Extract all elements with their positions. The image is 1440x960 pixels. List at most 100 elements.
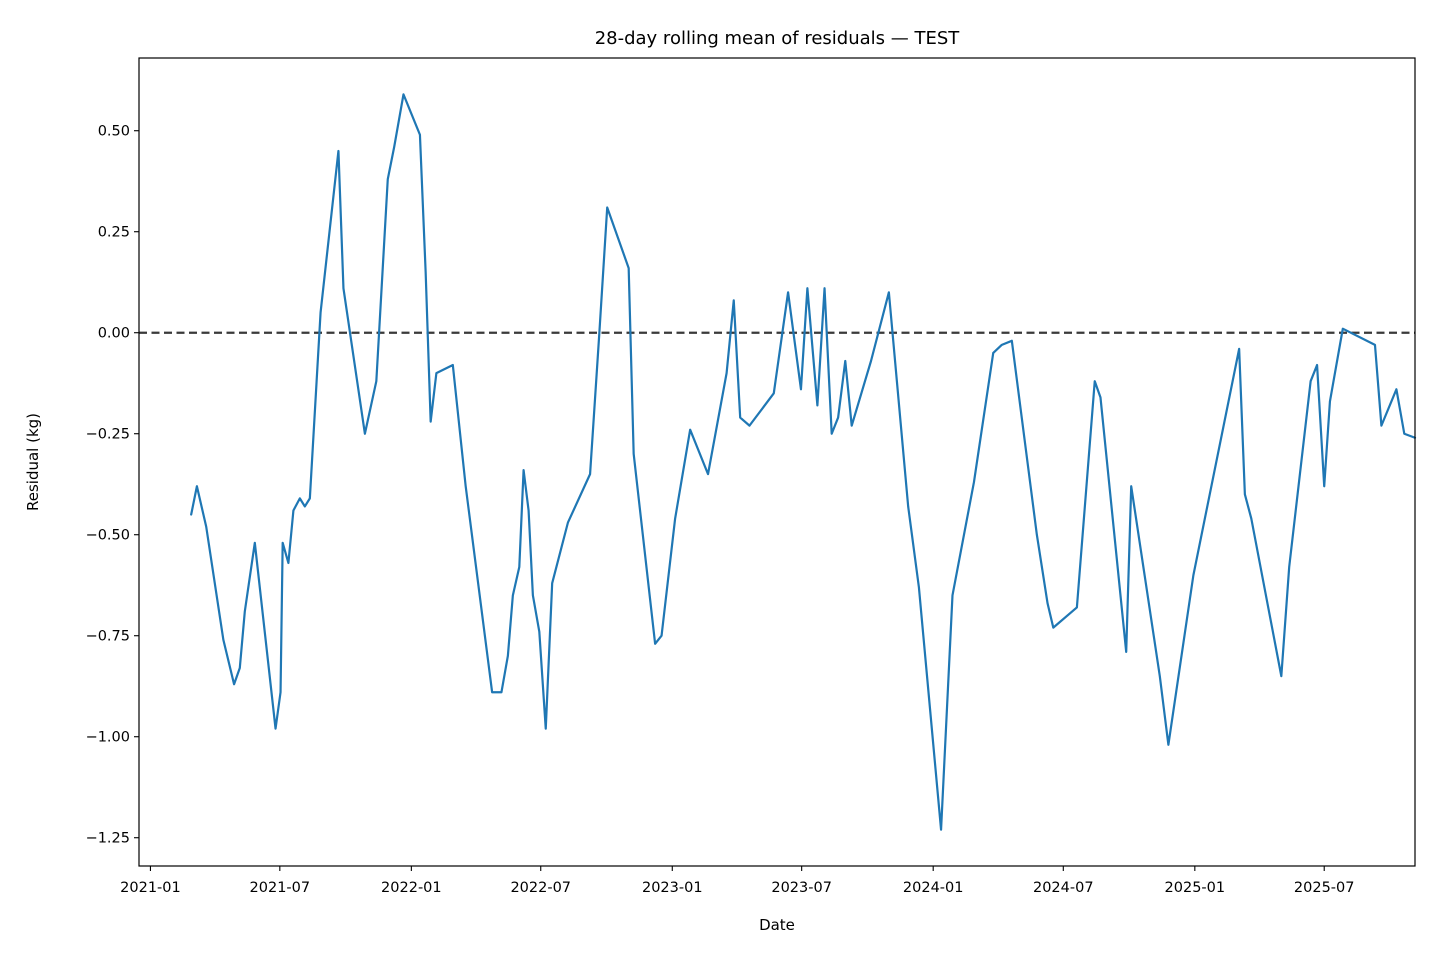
- data-point: [1094, 380, 1096, 382]
- data-point: [491, 691, 493, 693]
- data-point: [1159, 675, 1161, 677]
- x-tick-label: 2024-01: [903, 880, 964, 896]
- y-axis-title: Residual (kg): [24, 413, 42, 511]
- data-point: [338, 150, 340, 152]
- data-point: [831, 433, 833, 435]
- data-point: [628, 267, 630, 269]
- data-point: [1310, 380, 1312, 382]
- data-point: [387, 178, 389, 180]
- data-point: [403, 93, 405, 95]
- data-point: [364, 433, 366, 435]
- data-point: [1342, 328, 1344, 330]
- data-point: [452, 364, 454, 366]
- data-point: [419, 134, 421, 136]
- data-point: [254, 542, 256, 544]
- data-point: [733, 300, 735, 302]
- data-point: [888, 291, 890, 293]
- data-point: [233, 683, 235, 685]
- data-point: [787, 291, 789, 293]
- data-point: [304, 506, 306, 508]
- data-point: [425, 271, 427, 273]
- data-point: [393, 146, 395, 148]
- data-point: [824, 287, 826, 289]
- data-point: [707, 473, 709, 475]
- data-point: [907, 506, 909, 508]
- data-point: [282, 542, 284, 544]
- data-point: [1323, 485, 1325, 487]
- data-point: [918, 586, 920, 588]
- y-axis: −1.25 −1.00 −0.75 −0.50 −0.25 0.00 0.25 0.50: [86, 124, 139, 847]
- data-point: [1329, 401, 1331, 403]
- chart-title: 28-day rolling mean of residuals — TEST: [595, 28, 961, 49]
- data-point: [343, 287, 345, 289]
- data-point: [244, 611, 246, 613]
- data-point: [239, 667, 241, 669]
- data-point: [1036, 534, 1038, 536]
- data-point: [375, 380, 377, 382]
- plot-area: [139, 93, 1417, 831]
- data-point: [275, 728, 277, 730]
- series-line-0: [190, 93, 1417, 831]
- data-point: [309, 497, 311, 499]
- y-tick-label: −0.25: [86, 427, 130, 443]
- data-point: [1244, 493, 1246, 495]
- data-point: [567, 522, 569, 524]
- data-point: [205, 526, 207, 528]
- data-point: [538, 631, 540, 633]
- x-axis: 2021-01 2021-07 2022-01 2022-07 2023-01 2023-…: [120, 866, 1355, 896]
- data-point: [589, 473, 591, 475]
- data-point: [532, 594, 534, 596]
- x-tick-label: 2022-01: [381, 880, 442, 896]
- y-tick-label: 0.25: [98, 225, 130, 241]
- x-axis-title: Date: [759, 916, 795, 934]
- data-point: [773, 392, 775, 394]
- data-point: [507, 655, 509, 657]
- data-point: [940, 829, 942, 831]
- data-point: [299, 497, 301, 499]
- data-point: [1316, 364, 1318, 366]
- data-point: [518, 566, 520, 568]
- data-point: [1250, 518, 1252, 520]
- data-point: [870, 360, 872, 362]
- data-point: [1100, 396, 1102, 398]
- data-point: [749, 425, 751, 427]
- data-point: [430, 421, 432, 423]
- data-point: [1193, 574, 1195, 576]
- data-point: [1011, 340, 1013, 342]
- data-point: [800, 388, 802, 390]
- y-tick-label: −0.50: [86, 528, 130, 544]
- x-tick-label: 2021-01: [120, 880, 181, 896]
- data-point: [222, 639, 224, 641]
- data-point: [1047, 603, 1049, 605]
- data-point: [851, 425, 853, 427]
- data-point: [992, 352, 994, 354]
- data-point: [654, 643, 656, 645]
- data-point: [952, 594, 954, 596]
- data-point: [196, 485, 198, 487]
- y-tick-label: 0.00: [98, 326, 130, 342]
- x-tick-label: 2025-01: [1165, 880, 1226, 896]
- y-tick-label: 0.50: [98, 124, 130, 140]
- data-point: [288, 562, 290, 564]
- data-point: [816, 405, 818, 407]
- data-point: [689, 429, 691, 431]
- data-point: [739, 417, 741, 419]
- data-point: [1374, 344, 1376, 346]
- data-point: [465, 485, 467, 487]
- data-point: [523, 469, 525, 471]
- data-point: [1125, 651, 1127, 653]
- data-point: [190, 514, 192, 516]
- y-tick-label: −1.25: [86, 831, 130, 847]
- data-point: [512, 594, 514, 596]
- data-point: [1130, 485, 1132, 487]
- data-point: [598, 332, 600, 334]
- y-tick-label: −0.75: [86, 629, 130, 645]
- data-point: [1238, 348, 1240, 350]
- data-point: [1381, 425, 1383, 427]
- data-point: [501, 691, 503, 693]
- data-point: [551, 582, 553, 584]
- x-tick-label: 2022-07: [510, 880, 571, 896]
- data-point: [1052, 627, 1054, 629]
- data-point: [1167, 744, 1169, 746]
- data-point: [661, 635, 663, 637]
